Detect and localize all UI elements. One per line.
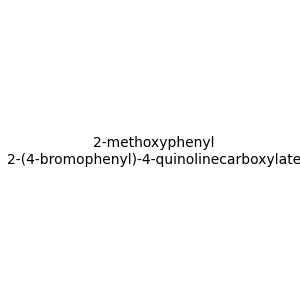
Text: 2-methoxyphenyl 2-(4-bromophenyl)-4-quinolinecarboxylate: 2-methoxyphenyl 2-(4-bromophenyl)-4-quin… <box>7 136 300 166</box>
